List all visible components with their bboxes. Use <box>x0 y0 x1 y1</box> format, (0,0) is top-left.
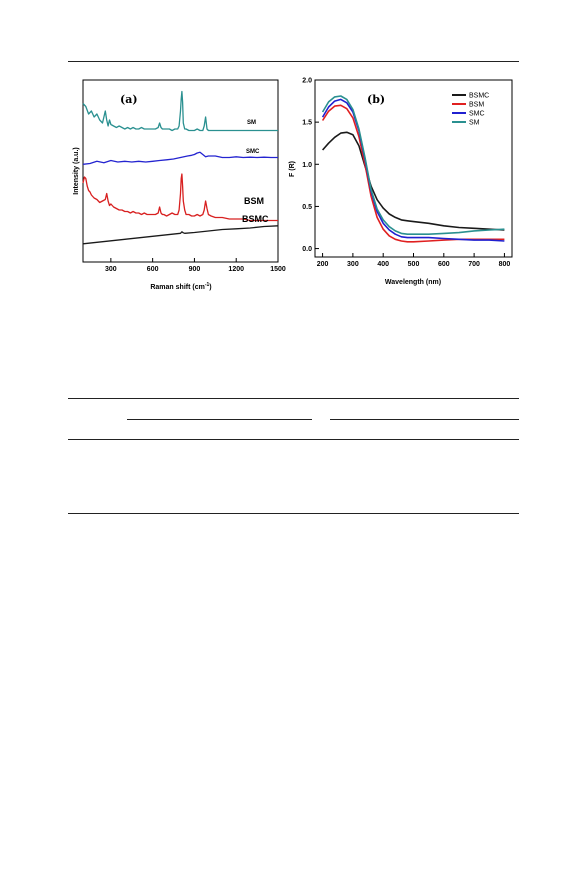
panel-b-series-bsmc <box>322 131 505 231</box>
panel-a-series-bsmc <box>82 225 279 245</box>
panel-b-legend-label-bsm: BSM <box>469 102 484 109</box>
table-header-rule-right <box>330 419 519 420</box>
panel-a-series-smc <box>82 151 278 165</box>
panel-b-label: (b) <box>367 93 385 106</box>
panel-b-y-tick-label-2: 2.0 <box>302 78 312 85</box>
panel-a-x-axis-title: Raman shift (cm-1) <box>150 282 211 291</box>
panel-a-x-tick-label-300: 300 <box>105 266 117 273</box>
panel-a-x-axis-title-sup: -1 <box>205 282 210 288</box>
panel-b-x-tick-label-200: 200 <box>317 261 329 268</box>
panel-b-series-smc <box>321 98 505 242</box>
panel-a-x-tick-label-1500: 1500 <box>270 266 286 273</box>
panel-b-x-tick-label-800: 800 <box>499 261 511 268</box>
panel-a-x-tick-label-600: 600 <box>147 266 159 273</box>
panel-b-y-tick-label-1: 1.0 <box>302 162 312 169</box>
panel-a-series-label-bsm: BSM <box>244 196 264 206</box>
panel-b-y-axis-title: F (R) <box>289 161 296 177</box>
page-top-rule <box>68 61 519 62</box>
panel-a-x-axis-title-close: ) <box>209 284 211 291</box>
panel-b-legend: BSMC BSM SMC SM <box>452 93 489 127</box>
panel-a-series-label-bsmc: BSMC <box>242 214 269 224</box>
panel-b-x-axis-title: Wavelength (nm) <box>385 279 441 286</box>
panel-b-x-tick-label-600: 600 <box>438 261 450 268</box>
panel-b-legend-label-sm: SM <box>469 120 480 127</box>
panel-b-legend-label-smc: SMC <box>469 111 485 118</box>
table-mid-rule <box>68 439 519 440</box>
panel-a-series-sm <box>82 90 278 132</box>
panel-a-series-label-sm: SM <box>247 120 256 126</box>
panel-a-x-axis-title-text: Raman shift (cm <box>150 284 204 291</box>
panel-a-label: (a) <box>120 93 138 106</box>
panel-b-x-tick-label-700: 700 <box>468 261 480 268</box>
panel-b-legend-label-bsmc: BSMC <box>469 93 489 100</box>
panel-b-y-tick-label-0.5: 0.5 <box>302 204 312 211</box>
panel-b-x-tick-label-300: 300 <box>347 261 359 268</box>
panel-b-x-tick-label-500: 500 <box>408 261 420 268</box>
panel-b-y-tick-label-1.5: 1.5 <box>302 120 312 127</box>
panel-b-y-tick-label-0: 0.0 <box>302 246 312 253</box>
table-bottom-rule <box>68 513 519 514</box>
panel-b-x-tick-label-400: 400 <box>377 261 389 268</box>
panel-a-raman: (a) SM SMC BSM BSMC 300 600 900 1200 1500 Raman… <box>73 79 286 291</box>
panel-a-frame <box>82 79 279 263</box>
panel-a-y-axis-title: Intensity (a.u.) <box>73 147 80 194</box>
panel-a-series-label-smc: SMC <box>246 149 260 155</box>
table-header-rule-left <box>127 419 312 420</box>
panel-a-series-bsm <box>82 173 278 222</box>
panel-a-x-tick-label-900: 900 <box>189 266 201 273</box>
table-top-rule <box>68 398 519 399</box>
panel-a-x-tick-label-1200: 1200 <box>228 266 244 273</box>
panel-b-fr: (b) 200 300 400 500 600 700 800 0.0 0.5 1.0 1.5 2.… <box>289 78 513 286</box>
panel-b-series-sm <box>321 95 505 235</box>
